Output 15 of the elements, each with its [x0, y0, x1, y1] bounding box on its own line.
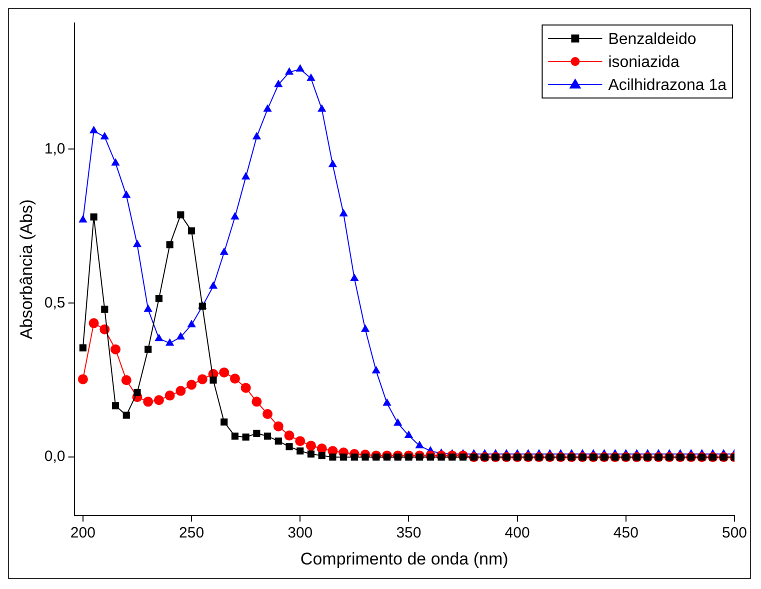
y-tick-label: 0,5: [44, 294, 66, 312]
legend-label: Benzaldeido: [608, 30, 696, 48]
x-tick-label: 400: [504, 524, 530, 542]
x-tick-label: 300: [288, 524, 313, 542]
y-tick-label: 0,0: [44, 448, 66, 466]
y-tick-label: 1,0: [44, 140, 66, 158]
legend-label: Acilhidrazona 1a: [608, 76, 727, 94]
x-tick-label: 500: [722, 524, 747, 542]
x-tick-label: 250: [179, 524, 204, 542]
legend-label: isoniazida: [608, 54, 680, 71]
x-tick-label: 350: [396, 524, 422, 542]
y-axis-title: Absorbância (Abs): [16, 199, 36, 340]
x-tick-label: 200: [70, 524, 96, 542]
x-tick-label: 450: [613, 524, 638, 542]
x-axis-title: Comprimento de onda (nm): [300, 549, 508, 568]
